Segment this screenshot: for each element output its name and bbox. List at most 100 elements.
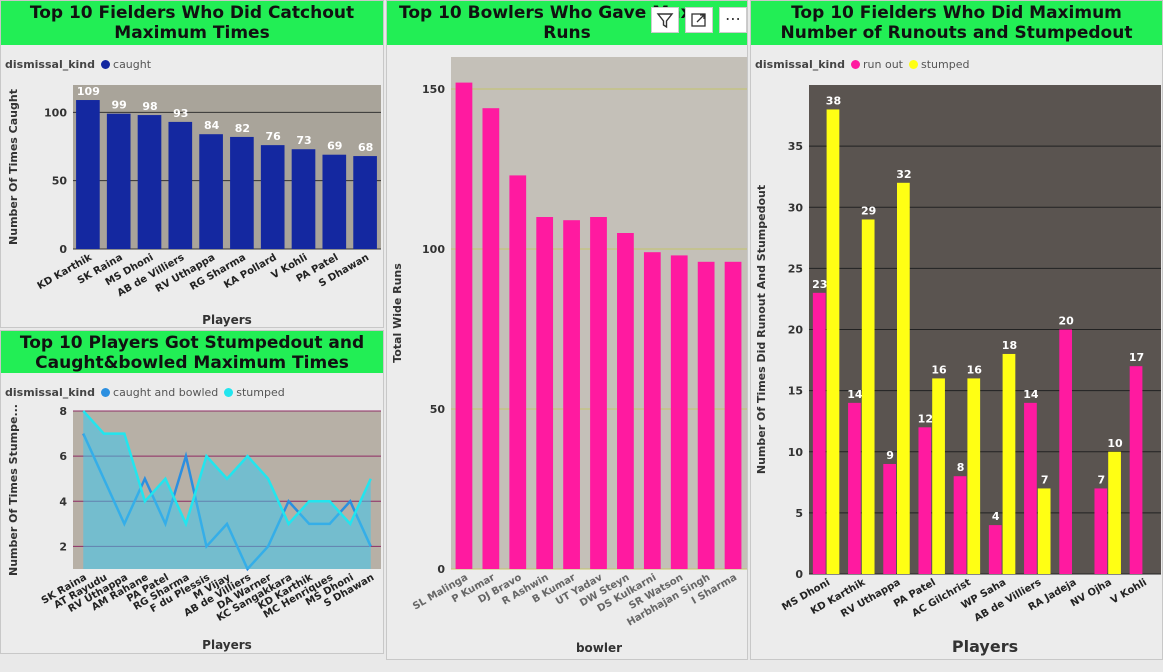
bar [932, 378, 945, 574]
panel-wide-runs[interactable]: Top 10 Bowlers Who Gave Max Runs ⋯ 0 50 10… [386, 0, 748, 660]
panel-title: Top 10 Fielders Who Did Maximum Number o… [751, 1, 1162, 45]
y-tick-label: 50 [430, 403, 446, 416]
filter-button[interactable] [651, 7, 679, 33]
data-label: 38 [826, 94, 841, 107]
legend-item-run-out: run out [863, 58, 903, 71]
bar [812, 292, 826, 574]
y-axis-title: Number Of Times Did Runout And Stumpedou… [755, 185, 768, 474]
panel-runouts-stumped[interactable]: Top 10 Fielders Who Did Maximum Number o… [750, 0, 1163, 660]
x-axis-title: Players [952, 637, 1018, 656]
data-label: 82 [235, 122, 250, 135]
x-axis-title: Players [202, 638, 252, 652]
bar [670, 255, 688, 569]
bar [617, 233, 634, 569]
data-label: 9 [886, 449, 894, 462]
data-label: 32 [896, 168, 911, 181]
filter-icon [656, 13, 674, 29]
y-tick-label: 50 [52, 175, 68, 188]
bar [1059, 329, 1072, 574]
data-label: 98 [142, 100, 157, 113]
data-label: 76 [266, 130, 282, 143]
bar [509, 175, 527, 569]
bar [563, 220, 580, 569]
data-label: 16 [931, 363, 947, 376]
focus-mode-button[interactable] [685, 7, 713, 33]
data-label: 16 [967, 363, 983, 376]
x-tick-label: V Kohli [1109, 577, 1149, 606]
bar [918, 427, 932, 574]
y-tick-label: 25 [788, 262, 803, 275]
panel-title: Top 10 Fielders Who Did Catchout Maximum… [1, 1, 383, 45]
data-label: 29 [861, 204, 876, 217]
legend-title: dismissal_kind [5, 58, 96, 71]
bar [291, 149, 316, 249]
legend-dot-icon [851, 60, 861, 69]
legend-title: dismissal_kind [755, 58, 846, 71]
data-label: 99 [112, 99, 127, 112]
bar [1108, 451, 1121, 574]
legend: dismissal_kind caught [5, 58, 151, 71]
panel-title-line2: Runs [543, 23, 591, 43]
bar [848, 402, 861, 574]
bar [1094, 488, 1108, 574]
bar [353, 156, 377, 249]
bar [168, 121, 193, 249]
series-area [83, 411, 371, 569]
bar [724, 261, 742, 569]
bar [322, 154, 347, 249]
legend-dot-icon [224, 388, 234, 397]
y-tick-label: 4 [59, 495, 67, 508]
x-axis-title: Players [202, 313, 252, 327]
bar [230, 136, 254, 249]
chart-runouts-stumped: 0 5 10 15 20 25 30 35 23 14 9 12 8 4 14 20 7 17 38 29 32 16 16… [755, 85, 1161, 656]
y-tick-label: 2 [59, 540, 67, 553]
panel-title-line1: Top 10 Bowlers Who Gave Max [399, 3, 692, 23]
bar [953, 476, 967, 574]
legend-item-caught-and-bowled: caught and bowled [113, 386, 219, 399]
bar [643, 252, 661, 569]
panel-catchout[interactable]: Top 10 Fielders Who Did Catchout Maximum… [0, 0, 384, 328]
data-label: 12 [918, 412, 933, 425]
data-label: 4 [992, 510, 1000, 523]
y-tick-label: 6 [59, 450, 67, 463]
data-label: 7 [1041, 473, 1049, 486]
bar [1129, 366, 1143, 574]
y-tick-label: 0 [437, 563, 445, 576]
y-tick-label: 30 [788, 201, 804, 214]
legend: dismissal_kind run out stumped [755, 58, 969, 71]
focus-mode-icon [691, 13, 706, 27]
data-label: 69 [327, 140, 342, 153]
data-label: 7 [1098, 473, 1106, 486]
bar [897, 182, 910, 575]
legend-item-stumped: stumped [236, 386, 285, 399]
bar [1024, 402, 1037, 574]
y-tick-label: 8 [59, 405, 67, 418]
data-label: 17 [1129, 351, 1144, 364]
y-tick-label: 0 [795, 568, 803, 581]
data-label: 14 [847, 388, 863, 401]
y-tick-label: 100 [44, 106, 67, 119]
legend-item-stumped: stumped [921, 58, 970, 71]
legend-dot-icon [101, 60, 111, 69]
data-label: 109 [77, 85, 100, 98]
bar [967, 378, 981, 574]
bar [137, 115, 162, 249]
series-line [82, 410, 372, 528]
legend-title: dismissal_kind [5, 386, 96, 399]
y-axis-title: Number Of Times Caught [7, 89, 20, 245]
bar [106, 113, 131, 249]
x-axis-title: bowler [576, 641, 622, 655]
more-options-button[interactable]: ⋯ [719, 7, 747, 33]
bar [861, 219, 875, 574]
data-label: 23 [812, 278, 827, 291]
data-label: 93 [173, 107, 188, 120]
bar [590, 217, 607, 569]
panel-stumped-caughtbowled[interactable]: Top 10 Players Got Stumpedout and Caught… [0, 330, 384, 654]
bar [988, 525, 1002, 574]
data-label: 73 [296, 134, 311, 147]
data-label: 10 [1107, 437, 1123, 450]
y-tick-label: 15 [788, 385, 803, 398]
